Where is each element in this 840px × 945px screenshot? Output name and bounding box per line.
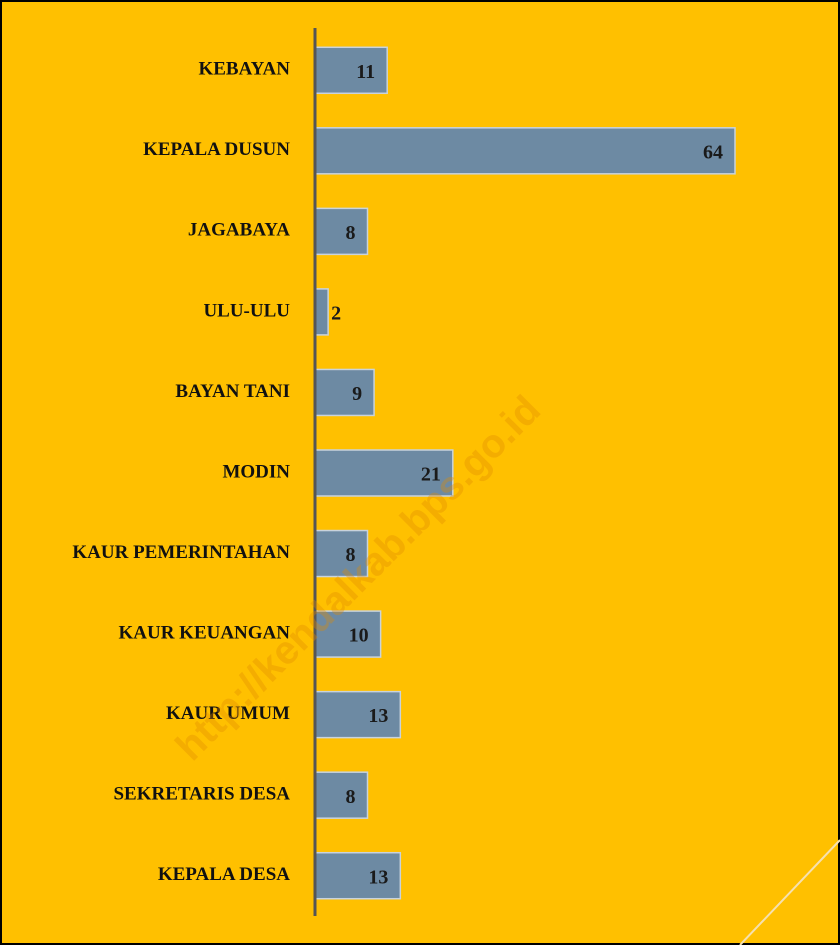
data-label: 64 bbox=[703, 141, 723, 163]
category-label: BAYAN TANI bbox=[175, 381, 290, 402]
category-label: KAUR KEUANGAN bbox=[118, 622, 290, 643]
data-label: 11 bbox=[356, 61, 375, 83]
bar bbox=[314, 288, 329, 336]
category-label: MODIN bbox=[222, 461, 290, 482]
data-label: 10 bbox=[349, 625, 369, 647]
bar bbox=[314, 851, 402, 900]
data-label: 8 bbox=[346, 222, 356, 244]
bar bbox=[314, 449, 454, 497]
bar bbox=[314, 690, 402, 739]
bar bbox=[314, 46, 388, 95]
category-label: KEBAYAN bbox=[198, 59, 290, 80]
category-label: KAUR PEMERINTAHAN bbox=[72, 542, 290, 563]
bar bbox=[314, 529, 369, 578]
data-label: 9 bbox=[352, 383, 362, 405]
bar bbox=[314, 207, 369, 256]
category-label: SEKRETARIS DESA bbox=[113, 784, 290, 805]
data-label: 8 bbox=[346, 786, 356, 808]
category-label: KEPALA DESA bbox=[158, 864, 290, 885]
category-label: ULU-ULU bbox=[203, 300, 290, 321]
bar bbox=[314, 771, 369, 819]
bar bbox=[314, 610, 382, 658]
decoration-line bbox=[739, 839, 840, 945]
category-label: KEPALA DUSUN bbox=[143, 139, 290, 160]
data-label: 2 bbox=[331, 303, 341, 325]
data-label: 13 bbox=[368, 705, 388, 727]
category-label: KAUR UMUM bbox=[166, 703, 290, 724]
bar bbox=[314, 127, 736, 175]
data-label: 21 bbox=[421, 464, 441, 486]
data-label: 13 bbox=[368, 866, 388, 888]
category-label: JAGABAYA bbox=[188, 220, 290, 241]
data-label: 8 bbox=[346, 544, 356, 566]
bar bbox=[314, 368, 375, 417]
